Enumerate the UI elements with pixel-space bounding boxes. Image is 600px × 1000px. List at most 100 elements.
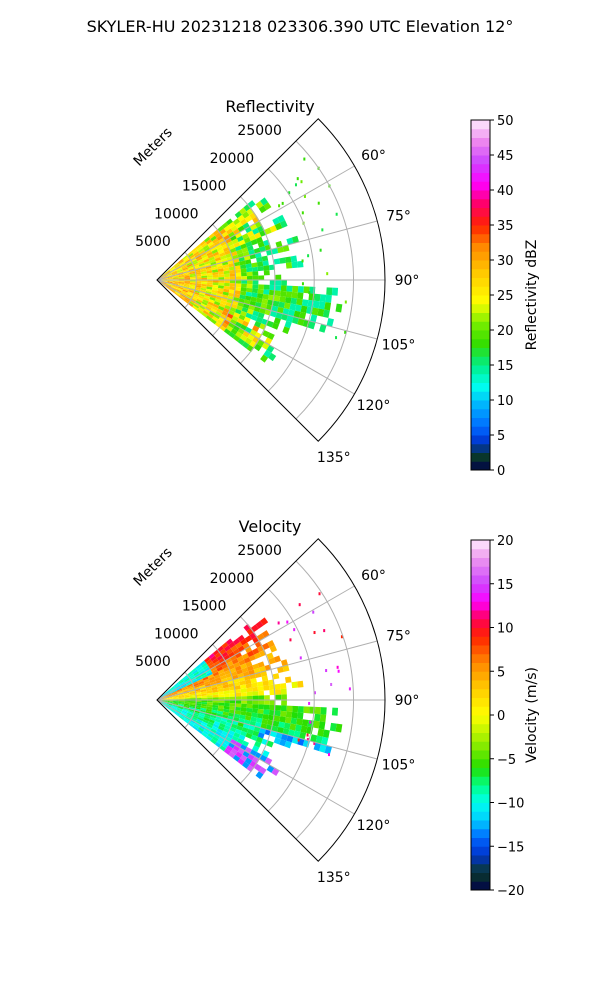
- echo-cell: [221, 742, 229, 749]
- echo-cell: [178, 283, 184, 286]
- colorbar-segment: [471, 365, 490, 375]
- echo-cell: [229, 283, 236, 287]
- echo-cell: [198, 667, 205, 674]
- colorbar-segment: [471, 190, 490, 200]
- echo-cell: [284, 296, 292, 304]
- echo-speck: [293, 628, 296, 632]
- echo-cell: [194, 253, 201, 258]
- echo-speck: [288, 191, 291, 195]
- echo-cell: [205, 735, 213, 741]
- echo-cell: [241, 320, 249, 327]
- echo-cell: [182, 688, 189, 692]
- echo-cell: [204, 683, 211, 688]
- echo-cell: [279, 257, 286, 264]
- colorbar-tick-label: −5: [497, 753, 516, 768]
- echo-cell: [219, 723, 226, 728]
- echo-cell: [218, 271, 225, 275]
- echo-cell: [274, 710, 281, 717]
- colorbar-segment: [471, 758, 490, 768]
- echo-cell: [268, 352, 277, 362]
- echo-cell: [223, 690, 230, 695]
- echo-cell: [193, 686, 200, 690]
- azimuth-gridline: [156, 279, 378, 340]
- echo-cell: [167, 700, 173, 703]
- echo-cell: [259, 307, 267, 314]
- colorbar-segment: [471, 662, 490, 672]
- echo-cell: [192, 725, 199, 731]
- echo-cell: [171, 706, 177, 711]
- echo-cell: [318, 301, 326, 310]
- range-tick-label: 5000: [135, 234, 171, 250]
- colorbar-segment: [471, 671, 490, 681]
- echo-cell: [223, 727, 230, 734]
- echo-cell: [244, 295, 252, 301]
- echo-cell: [262, 293, 269, 300]
- echo-cell: [167, 698, 173, 700]
- colorbar-segment: [471, 645, 490, 655]
- echo-cell: [164, 689, 170, 694]
- echo-cell: [210, 738, 217, 745]
- echo-cell: [234, 321, 242, 328]
- echo-cell: [251, 686, 259, 692]
- echo-cell: [184, 277, 191, 279]
- echo-cell: [252, 310, 260, 317]
- sector-outline: [156, 118, 386, 442]
- echo-cell: [229, 693, 236, 697]
- colorbar-segment: [471, 251, 490, 261]
- echo-cell: [331, 287, 339, 296]
- echo-speck: [321, 228, 324, 232]
- echo-cell: [217, 710, 224, 715]
- azimuth-tick-label: 120°: [357, 398, 391, 414]
- colorbar-segment: [471, 820, 490, 830]
- echo-cell: [178, 703, 184, 706]
- echo-cell: [273, 737, 281, 745]
- echo-cell: [198, 295, 205, 300]
- azimuth-tick-label: 135°: [317, 870, 351, 886]
- echo-cell: [230, 318, 237, 326]
- echo-cell: [269, 700, 276, 706]
- echo-cell: [291, 736, 300, 745]
- echo-cell: [187, 291, 194, 295]
- echo-cell: [228, 331, 236, 339]
- echo-cell: [207, 241, 214, 247]
- echo-cell: [235, 700, 242, 704]
- echo-cell: [241, 703, 247, 708]
- echo-cell: [217, 669, 225, 675]
- echo-cell: [167, 701, 173, 703]
- echo-cell: [186, 293, 193, 298]
- echo-cell: [252, 691, 259, 696]
- echo-cell: [234, 268, 242, 274]
- azimuth-tick-label: 120°: [357, 818, 391, 834]
- echo-cell: [189, 273, 196, 276]
- colorbar-segment: [471, 400, 490, 410]
- echo-cell: [204, 246, 211, 253]
- echo-cell: [200, 691, 207, 695]
- echo-cell: [182, 687, 189, 691]
- echo-cell: [224, 702, 230, 707]
- echo-cell: [230, 328, 238, 335]
- echo-cell: [235, 703, 242, 708]
- echo-cell: [210, 235, 217, 242]
- range-axis-label: Meters: [131, 545, 176, 590]
- echo-cell: [232, 325, 240, 332]
- echo-cell: [228, 289, 235, 294]
- echo-cell: [216, 739, 224, 746]
- echo-cell: [212, 238, 219, 244]
- echo-cell: [240, 730, 247, 737]
- colorbar-segment: [471, 557, 490, 567]
- colorbar-segment: [471, 155, 490, 165]
- echo-cell: [221, 663, 229, 670]
- echo-cell: [211, 668, 218, 674]
- echo-cell: [217, 249, 225, 255]
- echo-cell: [165, 690, 171, 695]
- echo-cell: [167, 278, 173, 280]
- colorbar-tick-label: 15: [497, 359, 514, 374]
- echo-cell: [201, 674, 208, 679]
- echo-cell: [291, 681, 298, 689]
- echo-cell: [201, 280, 208, 283]
- echo-speck: [344, 300, 347, 304]
- echo-cell: [219, 252, 226, 257]
- echo-cell: [161, 695, 167, 699]
- echo-cell: [208, 299, 215, 304]
- echo-cell: [257, 686, 264, 692]
